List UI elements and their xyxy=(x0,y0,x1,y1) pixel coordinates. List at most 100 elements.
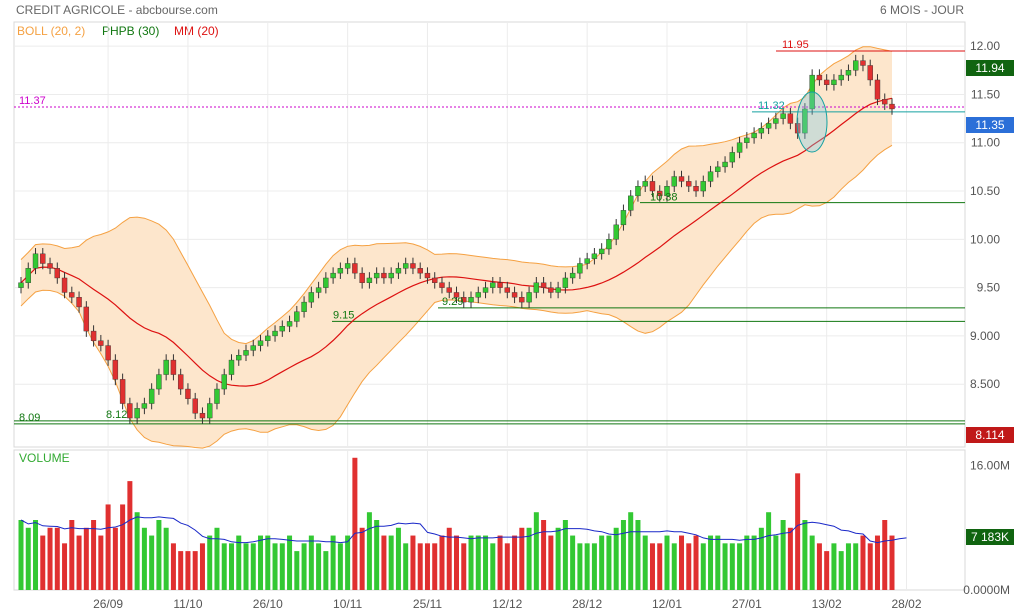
volume-bar xyxy=(664,535,670,590)
candle xyxy=(119,373,126,410)
date-tick-label: 25/11 xyxy=(413,597,442,611)
candle-body xyxy=(642,181,648,187)
candle-body xyxy=(366,277,373,283)
candle xyxy=(265,330,271,347)
volume-bar xyxy=(83,527,89,590)
volume-bar xyxy=(533,512,539,590)
candle-body xyxy=(47,263,53,269)
candle-body xyxy=(722,161,728,168)
candle xyxy=(468,291,474,308)
candle xyxy=(562,272,569,294)
volume-bar xyxy=(199,543,205,590)
candle-body xyxy=(548,287,554,293)
volume-bar xyxy=(642,535,648,590)
candle xyxy=(780,107,786,125)
volume-bar xyxy=(170,543,176,590)
candle-body xyxy=(134,408,140,419)
chart-title: CREDIT AGRICOLE - abcbourse.com xyxy=(16,3,218,17)
price-tick-label: 10.50 xyxy=(970,184,1000,198)
volume-tag xyxy=(966,529,1014,545)
volume-bar xyxy=(671,543,677,590)
volume-bar xyxy=(461,543,467,590)
candle xyxy=(272,325,278,342)
candle xyxy=(649,175,656,197)
candle-body xyxy=(236,355,242,361)
candle-body xyxy=(54,268,60,279)
candle-body xyxy=(693,186,699,192)
candle-body xyxy=(207,403,213,419)
candle-body xyxy=(461,297,467,303)
volume-bar xyxy=(424,543,430,590)
volume-bar xyxy=(737,543,743,590)
candle-body xyxy=(323,277,329,288)
volume-bar xyxy=(497,535,503,590)
candle-body xyxy=(272,330,278,337)
candle xyxy=(243,344,249,362)
candle-body xyxy=(344,263,351,269)
candle-body xyxy=(98,340,104,346)
volume-bar xyxy=(454,535,459,590)
candle xyxy=(432,272,438,289)
low-price-tag xyxy=(966,427,1014,443)
candle-body xyxy=(381,272,387,279)
volume-bar xyxy=(512,535,518,590)
high-price-tag-text: 11.94 xyxy=(975,61,1004,75)
bollinger-band xyxy=(21,46,892,449)
candle-body xyxy=(635,186,641,197)
candle xyxy=(693,180,699,197)
candle-body xyxy=(468,297,474,303)
volume-bar xyxy=(265,535,271,590)
volume-bar xyxy=(127,481,133,590)
volume-bar xyxy=(395,527,401,590)
volume-bar xyxy=(831,543,837,590)
candle xyxy=(177,368,184,395)
candle-body xyxy=(432,277,438,283)
volume-bar xyxy=(149,535,155,590)
candle xyxy=(417,262,423,279)
candle-body xyxy=(83,306,90,332)
price-tick-label: 12.00 xyxy=(970,39,1000,53)
candle-body xyxy=(555,287,561,293)
candle-body xyxy=(257,340,264,346)
candle-body xyxy=(482,287,489,293)
candle xyxy=(279,320,285,337)
volume-bar xyxy=(519,527,525,590)
candle xyxy=(344,257,351,275)
candle xyxy=(25,262,31,289)
last-price-tag xyxy=(966,117,1014,133)
volume-bar xyxy=(337,543,343,590)
candle xyxy=(831,74,837,91)
candle xyxy=(657,185,663,202)
volume-bar xyxy=(330,535,336,590)
price-tick-label: 8.500 xyxy=(970,377,1000,391)
volume-bar xyxy=(91,520,97,590)
candle xyxy=(294,305,300,328)
volume-bar xyxy=(773,535,779,590)
candle xyxy=(860,54,866,72)
volume-bar xyxy=(802,520,808,590)
volume-bar xyxy=(33,520,39,590)
candle xyxy=(555,281,561,299)
candle xyxy=(853,54,859,77)
candle-body xyxy=(315,287,322,293)
candle-body xyxy=(823,79,830,85)
candle xyxy=(207,397,213,424)
candle-body xyxy=(410,263,416,269)
candle xyxy=(628,190,634,217)
volume-average-line xyxy=(20,516,907,544)
candle xyxy=(664,180,670,202)
candle xyxy=(76,291,82,313)
volume-bar xyxy=(345,535,351,590)
volume-bar xyxy=(504,543,510,590)
candle-body xyxy=(156,374,162,390)
candle xyxy=(98,334,104,352)
candle-body xyxy=(148,388,155,404)
candle-body xyxy=(301,301,307,312)
volume-bar xyxy=(751,535,757,590)
volume-bar xyxy=(207,535,213,590)
date-tick-label: 13/02 xyxy=(812,597,842,611)
candle xyxy=(170,354,177,381)
candle xyxy=(286,315,293,333)
volume-bar xyxy=(686,543,692,590)
candle xyxy=(105,339,111,366)
